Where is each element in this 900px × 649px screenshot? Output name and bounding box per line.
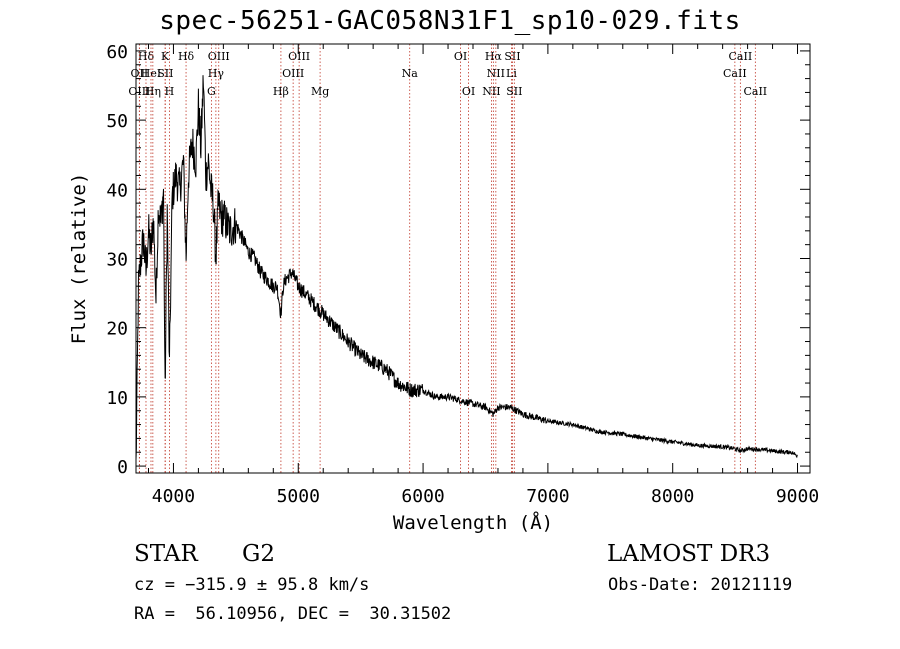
y-tick-label: 50 bbox=[106, 111, 128, 132]
y-tick-label: 40 bbox=[106, 180, 128, 201]
line-label: Hη bbox=[145, 85, 161, 98]
line-label: OIII bbox=[128, 85, 150, 98]
line-label: OIII bbox=[208, 50, 230, 63]
line-label: SII bbox=[157, 67, 173, 80]
line-label: Hα bbox=[485, 50, 503, 63]
line-label: Hβ bbox=[273, 85, 289, 98]
y-axis-label: Flux (relative) bbox=[68, 173, 90, 345]
x-tick-label: 8000 bbox=[651, 486, 694, 507]
object-subclass: G2 bbox=[242, 541, 276, 567]
line-label: OI bbox=[454, 50, 467, 63]
observation-date: Obs-Date: 20121119 bbox=[608, 575, 793, 595]
survey-name: LAMOST DR3 bbox=[607, 541, 771, 567]
line-label: SII bbox=[504, 50, 520, 63]
line-label: Hδ bbox=[178, 50, 195, 63]
y-tick-label: 20 bbox=[106, 319, 128, 340]
x-axis-label: Wavelength (Å) bbox=[393, 511, 553, 534]
sky-coordinates: RA = 56.10956, DEC = 30.31502 bbox=[134, 604, 452, 624]
line-label: G bbox=[207, 85, 216, 98]
line-label: Li bbox=[506, 67, 517, 80]
line-label: CaII bbox=[723, 67, 747, 80]
redshift-velocity: cz = −315.9 ± 95.8 km/s bbox=[134, 575, 370, 595]
x-tick-label: 5000 bbox=[277, 486, 320, 507]
line-label: NII bbox=[482, 85, 500, 98]
x-tick-label: 4000 bbox=[152, 486, 195, 507]
spectrum-line bbox=[135, 75, 798, 460]
line-label: Hδ bbox=[138, 50, 155, 63]
chart-title: spec-56251-GAC058N31F1_sp10-029.fits bbox=[159, 6, 741, 36]
line-label: Hγ bbox=[208, 67, 225, 80]
line-label: H bbox=[165, 85, 175, 98]
x-tick-label: 9000 bbox=[776, 486, 819, 507]
line-label: CaII bbox=[743, 85, 767, 98]
y-tick-label: 30 bbox=[106, 250, 128, 271]
line-label: Na bbox=[402, 67, 419, 80]
y-tick-label: 10 bbox=[106, 388, 128, 409]
line-label: HeI bbox=[141, 67, 161, 80]
line-label: Mg bbox=[311, 85, 329, 98]
line-label: SII bbox=[506, 85, 522, 98]
line-label: OIII bbox=[282, 67, 304, 80]
line-label: CaII bbox=[729, 50, 753, 63]
y-tick-label: 60 bbox=[106, 42, 128, 63]
line-label: OI bbox=[462, 85, 475, 98]
object-class: STAR bbox=[134, 541, 198, 567]
x-tick-label: 7000 bbox=[526, 486, 569, 507]
x-tick-label: 6000 bbox=[401, 486, 444, 507]
line-label: NII bbox=[487, 67, 505, 80]
plot-frame bbox=[135, 43, 811, 474]
y-tick-label: 0 bbox=[117, 457, 128, 478]
line-label: K bbox=[161, 50, 170, 63]
line-label: OIII bbox=[288, 50, 310, 63]
